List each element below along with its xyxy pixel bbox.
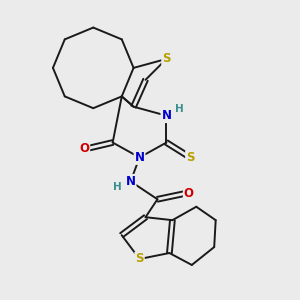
- Text: S: S: [162, 52, 171, 65]
- Text: N: N: [126, 175, 136, 188]
- Text: O: O: [184, 187, 194, 200]
- Text: H: H: [175, 104, 183, 114]
- Text: N: N: [161, 109, 171, 122]
- Text: S: S: [186, 151, 195, 164]
- Text: H: H: [113, 182, 122, 192]
- Text: O: O: [79, 142, 89, 155]
- Text: S: S: [135, 253, 144, 266]
- Text: N: N: [134, 151, 145, 164]
